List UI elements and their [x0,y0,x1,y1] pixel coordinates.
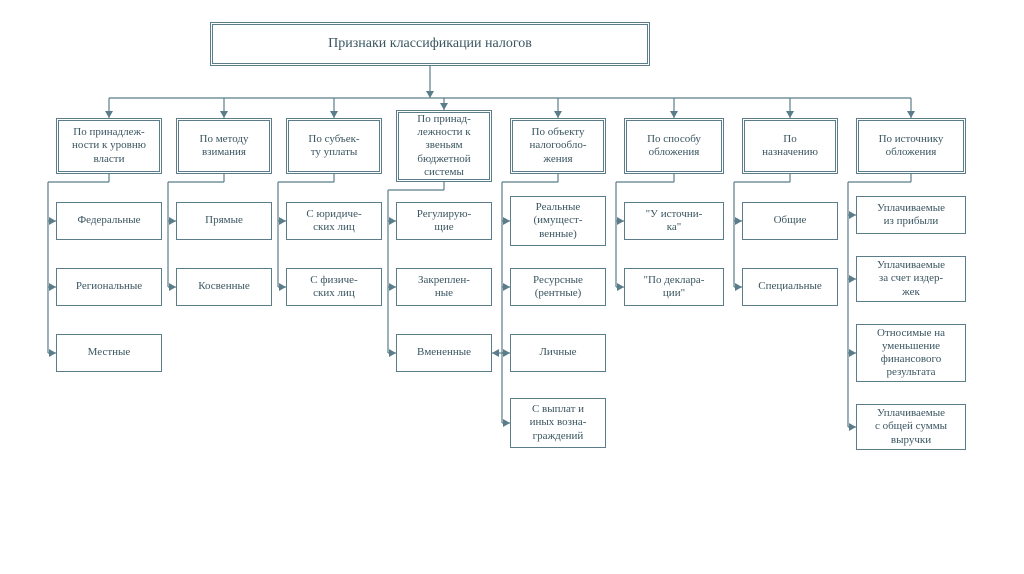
category-7: По источникуобложения [856,118,966,174]
item-0-2: Местные [56,334,162,372]
item-3-1: Закреплен-ные [396,268,492,306]
item-6-1: Специальные [742,268,838,306]
category-2: По субъек-ту уплаты [286,118,382,174]
category-4: По объектуналогообло-жения [510,118,606,174]
item-4-2: Личные [510,334,606,372]
category-3: По принад-лежности кзвеньямбюджетнойсист… [396,110,492,182]
item-2-1: С физиче-ских лиц [286,268,382,306]
item-4-3: С выплат ииных возна-граждений [510,398,606,448]
category-5: По способуобложения [624,118,724,174]
item-1-1: Косвенные [176,268,272,306]
category-6: Поназначению [742,118,838,174]
item-7-1: Уплачиваемыеза счет издер-жек [856,256,966,302]
item-5-1: "По деклара-ции" [624,268,724,306]
item-7-0: Уплачиваемыеиз прибыли [856,196,966,234]
item-4-0: Реальные(имущест-венные) [510,196,606,246]
category-1: По методувзимания [176,118,272,174]
item-7-2: Относимые науменьшениефинансовогорезульт… [856,324,966,382]
root-title: Признаки классификации налогов [210,22,650,66]
item-3-2: Вмененные [396,334,492,372]
item-4-1: Ресурсные(рентные) [510,268,606,306]
item-3-0: Регулирую-щие [396,202,492,240]
item-7-3: Уплачиваемыес общей суммывыручки [856,404,966,450]
item-2-0: С юридиче-ских лиц [286,202,382,240]
category-0: По принадлеж-ности к уровнювласти [56,118,162,174]
item-0-0: Федеральные [56,202,162,240]
item-1-0: Прямые [176,202,272,240]
item-5-0: "У источни-ка" [624,202,724,240]
item-0-1: Региональные [56,268,162,306]
item-6-0: Общие [742,202,838,240]
